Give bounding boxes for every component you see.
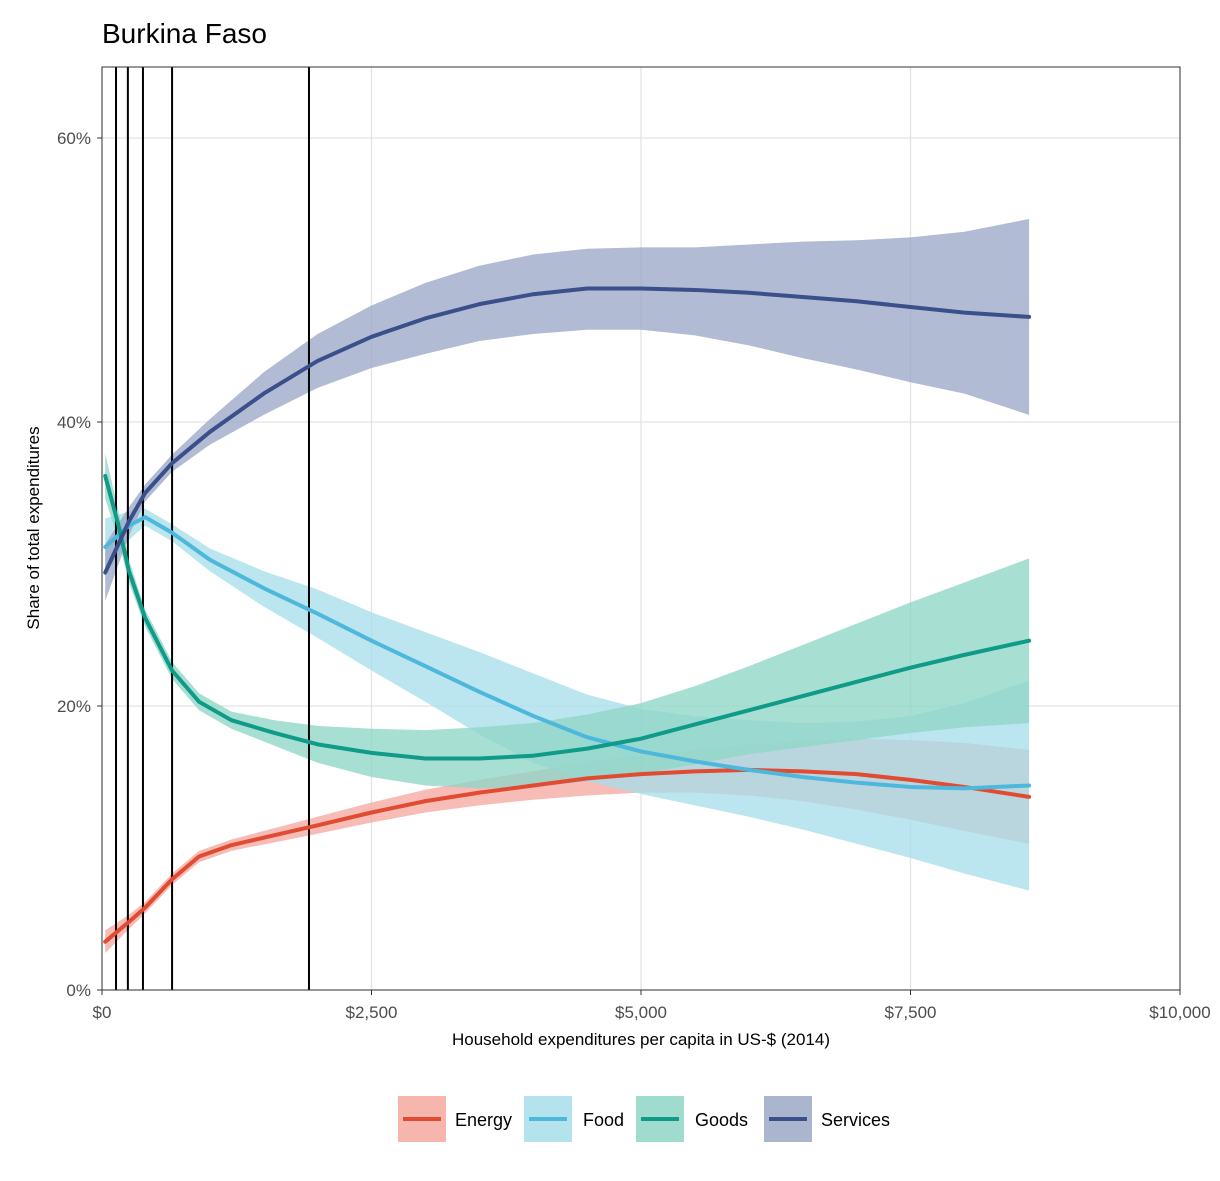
legend-label-services: Services	[821, 1110, 890, 1130]
legend-label-food: Food	[583, 1110, 624, 1130]
line-food	[103, 515, 1032, 791]
line-services	[103, 286, 1032, 575]
x-axis-title: Household expenditures per capita in US-…	[452, 1030, 830, 1049]
x-tick-label: $7,500	[885, 1003, 937, 1022]
y-tick-label: 0%	[66, 981, 91, 1000]
legend-label-goods: Goods	[695, 1110, 748, 1130]
band-services	[105, 218, 1030, 601]
legend-label-energy: Energy	[455, 1110, 512, 1130]
x-axis-ticks: $0 $2,500 $5,000 $7,500 $10,000	[93, 990, 1211, 1022]
y-tick-label: 20%	[57, 697, 91, 716]
line-goods	[103, 473, 1032, 761]
y-axis-ticks: 0% 20% 40% 60%	[57, 129, 102, 1000]
confidence-bands	[105, 218, 1030, 954]
chart-title: Burkina Faso	[102, 18, 267, 49]
band-food	[105, 508, 1030, 891]
legend: Energy Food Goods Services	[398, 1096, 890, 1142]
x-tick-label: $5,000	[615, 1003, 667, 1022]
y-tick-label: 60%	[57, 129, 91, 148]
band-goods	[105, 453, 1030, 789]
x-tick-label: $2,500	[346, 1003, 398, 1022]
line-energy	[103, 767, 1032, 944]
y-tick-label: 40%	[57, 413, 91, 432]
series-lines	[103, 286, 1032, 944]
x-tick-label: $10,000	[1149, 1003, 1210, 1022]
y-axis-title: Share of total expenditures	[24, 426, 43, 629]
x-tick-label: $0	[93, 1003, 112, 1022]
